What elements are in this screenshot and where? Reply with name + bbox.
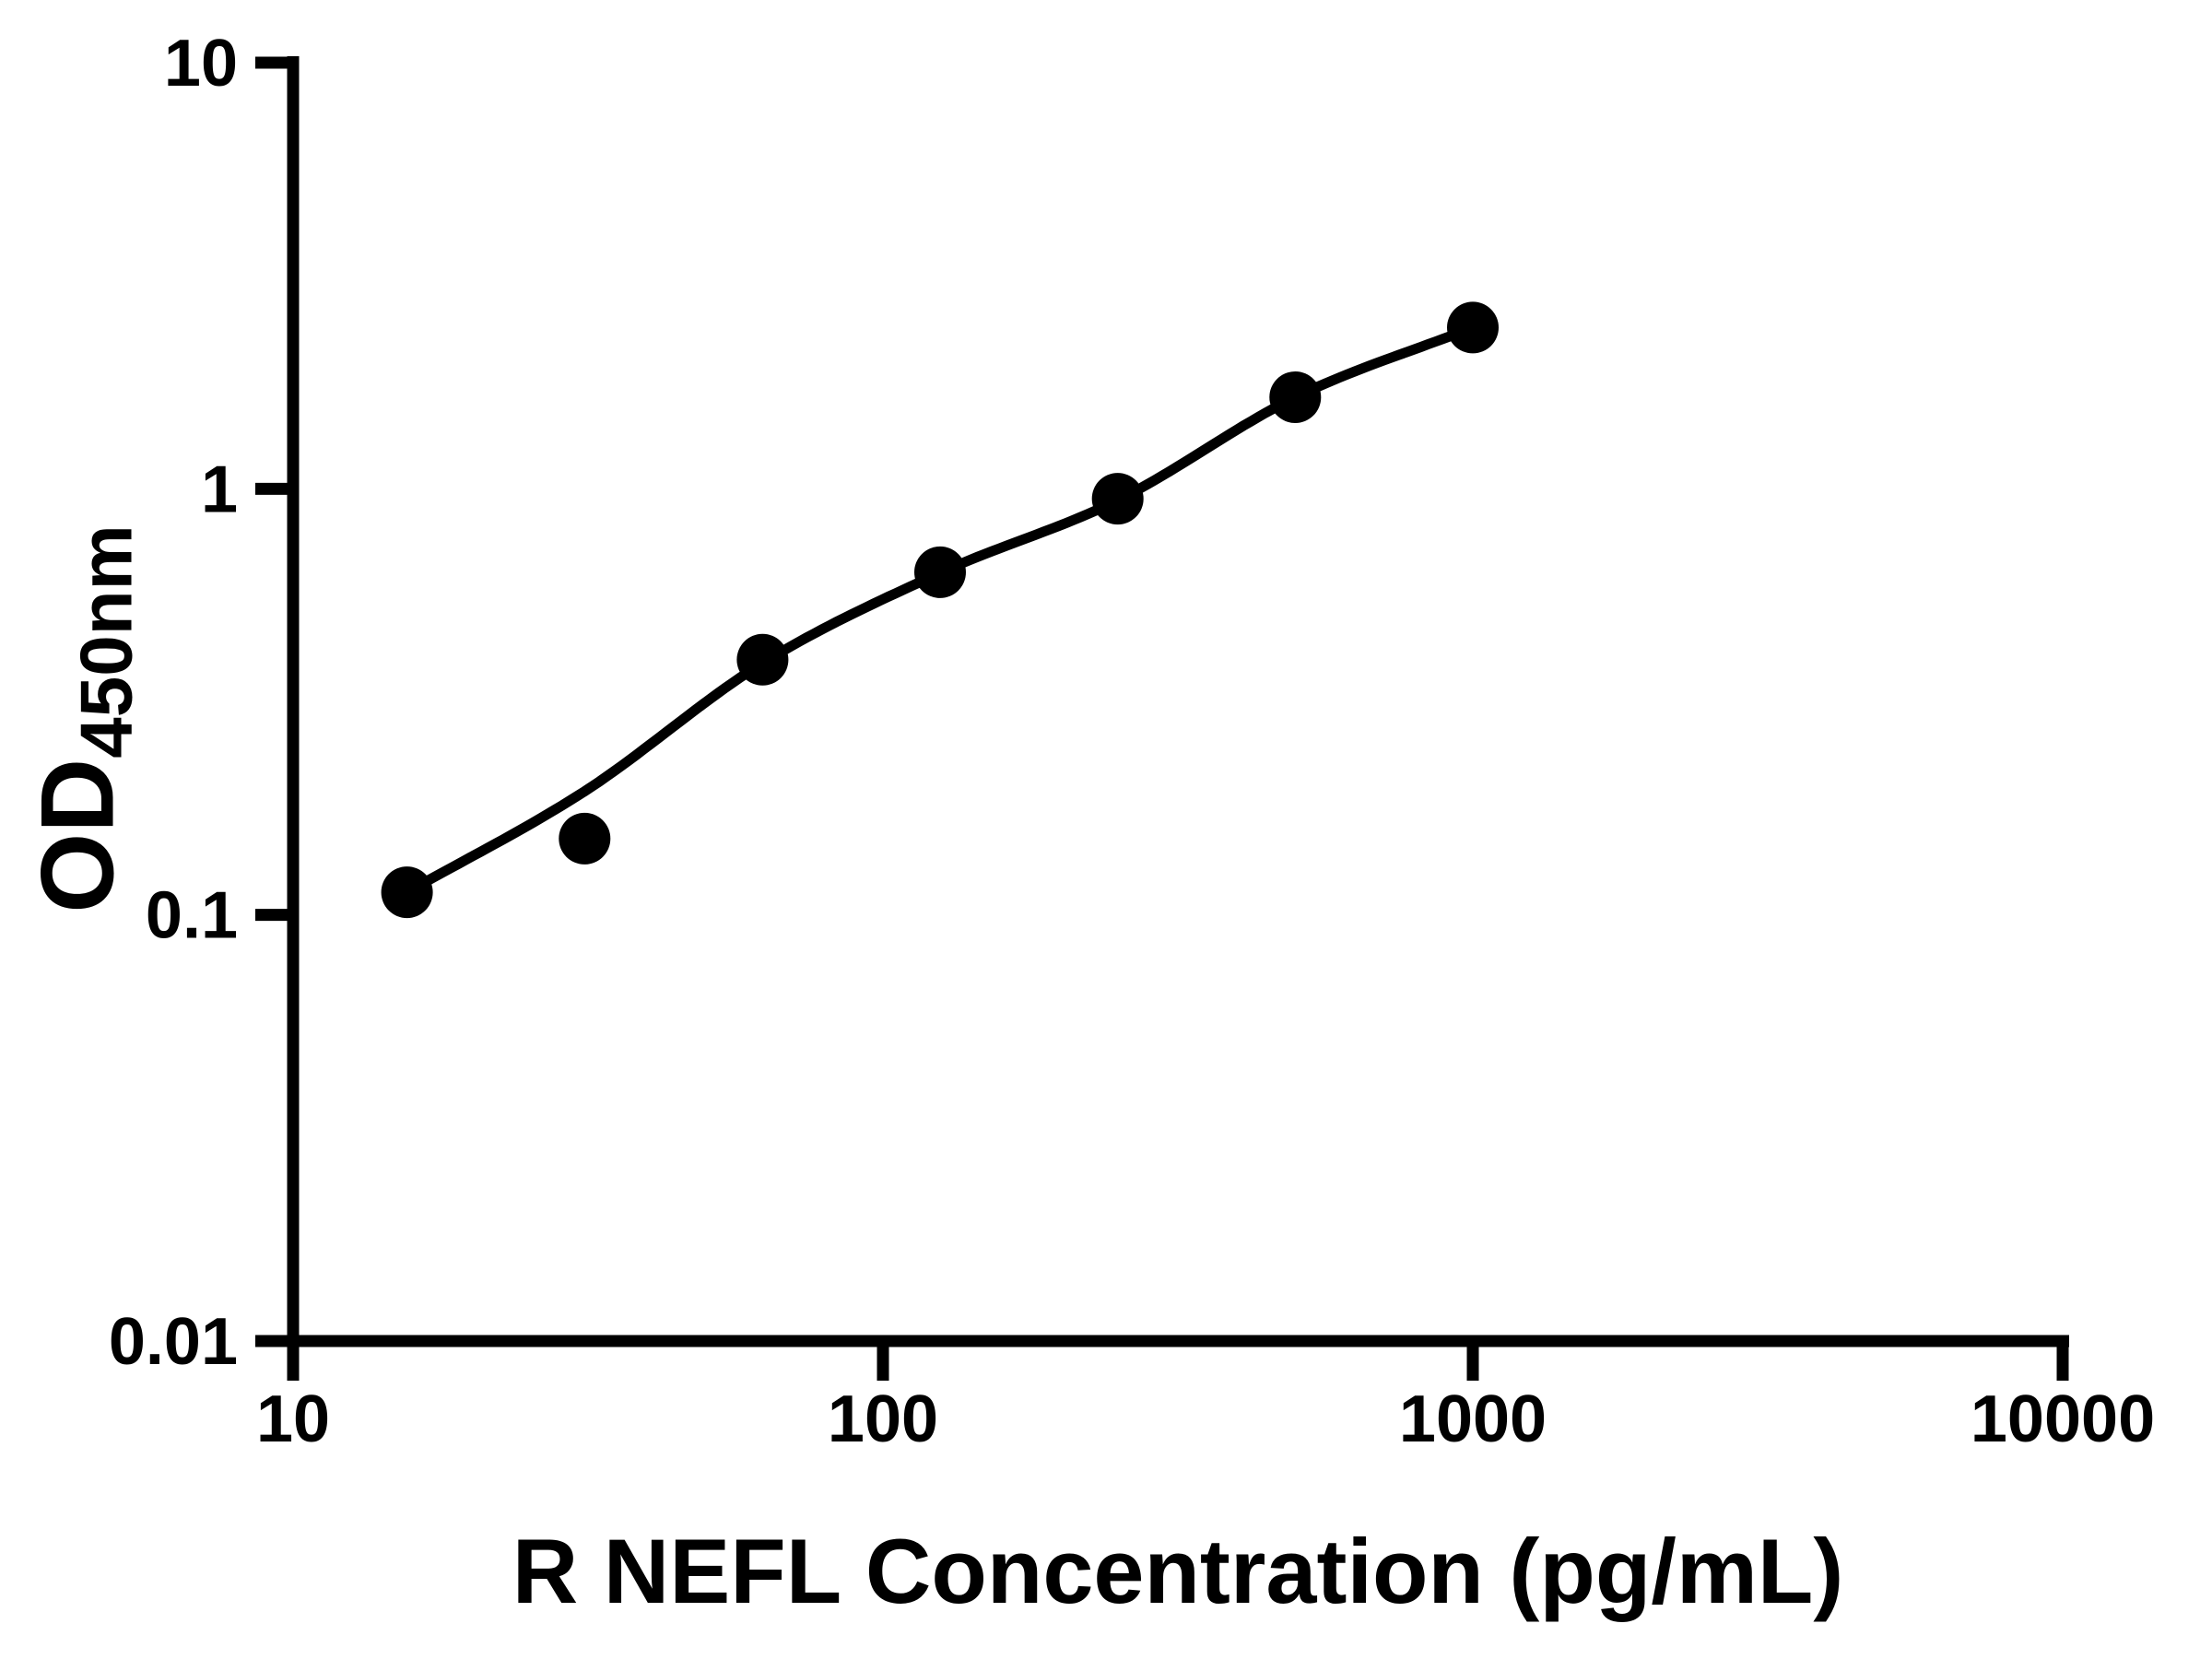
- y-axis-title: OD450nm: [20, 524, 147, 912]
- data-point-6: [1269, 371, 1322, 423]
- y-tick-label-0.01: 0.01: [109, 1305, 238, 1379]
- data-point-2: [559, 812, 611, 865]
- y-tick-label-10: 10: [164, 27, 238, 100]
- x-tick-label-10000: 10000: [1971, 1382, 2155, 1456]
- data-point-3: [736, 633, 789, 686]
- y-tick-label-0.1: 0.1: [146, 879, 238, 953]
- data-point-4: [914, 546, 966, 598]
- x-tick-label-1000: 1000: [1399, 1382, 1547, 1456]
- y-tick-label-1: 1: [201, 453, 238, 526]
- y-axis-title-main: OD: [19, 758, 135, 913]
- data-point-7: [1447, 301, 1499, 354]
- x-tick-label-10: 10: [256, 1382, 330, 1456]
- data-point-5: [1091, 473, 1144, 525]
- x-tick-label-100: 100: [828, 1382, 938, 1456]
- x-axis-title: R NEFL Concentration (pg/mL): [512, 1520, 1844, 1622]
- data-point-1: [381, 866, 433, 919]
- y-axis-title-subscript: 450nm: [65, 524, 147, 759]
